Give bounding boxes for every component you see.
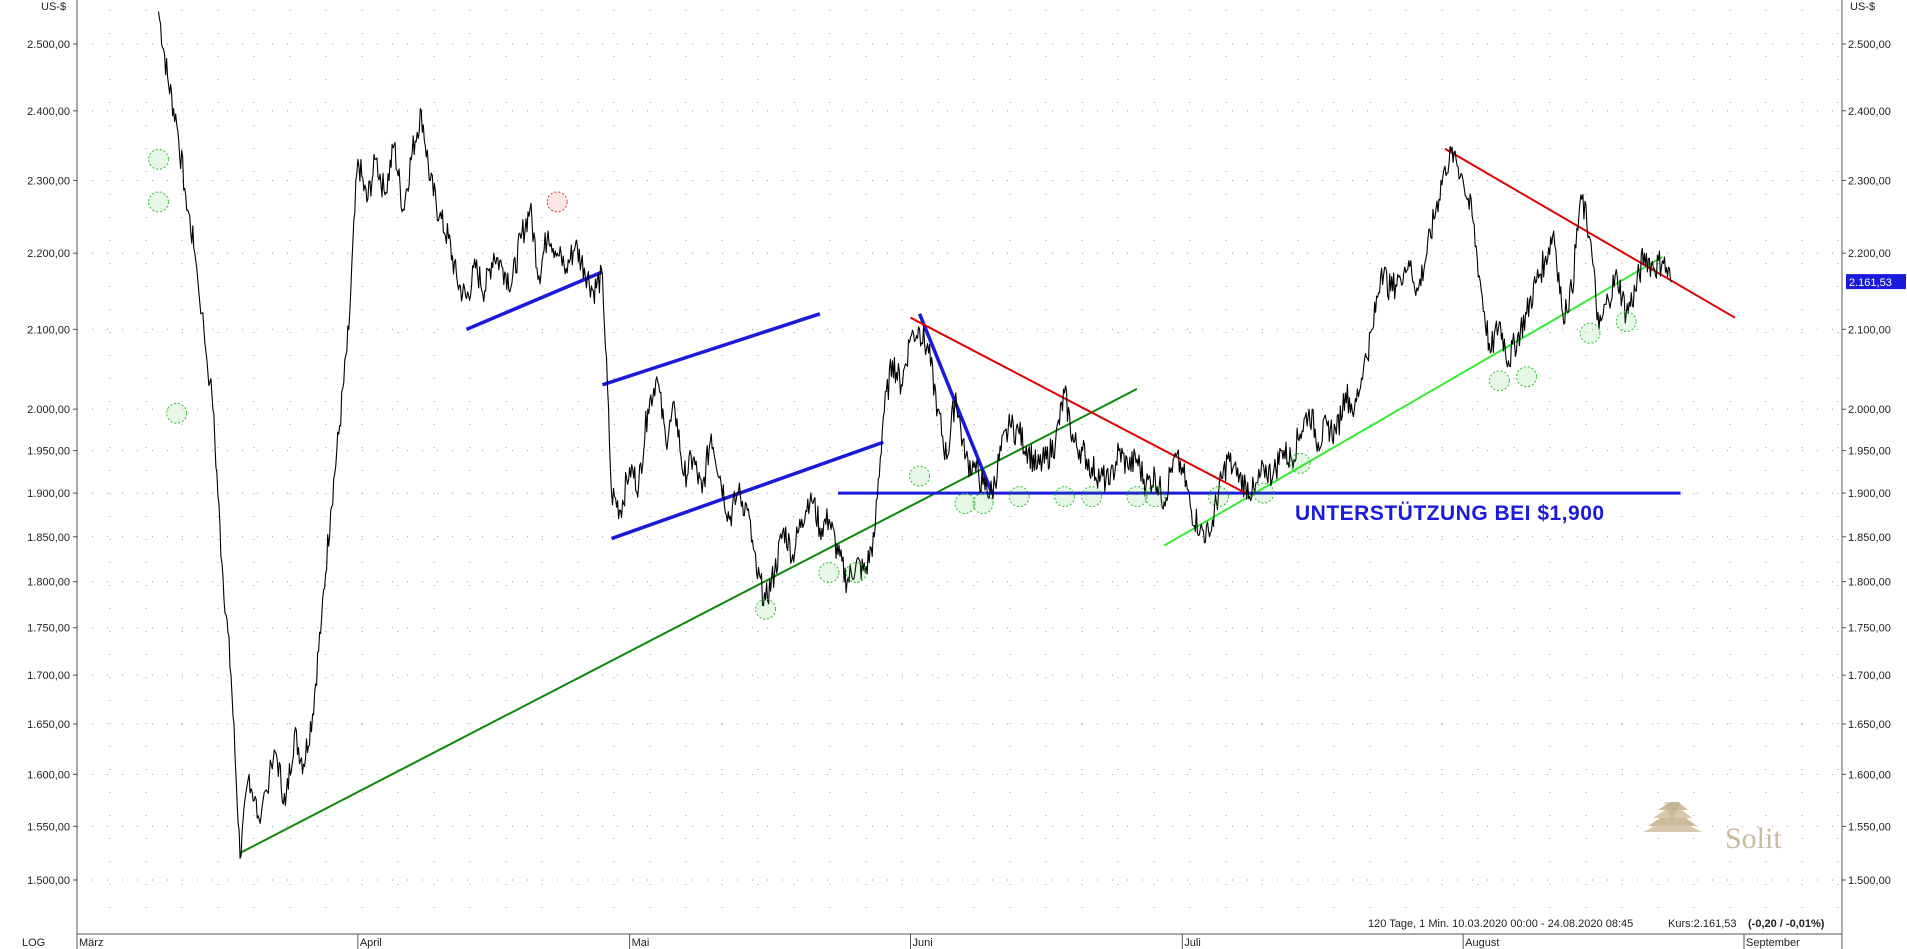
pivot-marker-green	[166, 402, 188, 424]
pivot-marker-green	[1081, 486, 1103, 508]
pivot-marker-green	[1126, 486, 1148, 508]
x-tick-label: Juni	[913, 937, 933, 949]
pivot-marker-green	[1054, 486, 1076, 508]
logo-wordmark: Solit	[1725, 822, 1782, 855]
last-price-tag: 2.161,53	[1846, 274, 1906, 290]
pivot-marker-green	[1289, 452, 1311, 474]
pivot-marker-green	[972, 493, 994, 515]
pivot-marker-green	[1253, 482, 1275, 504]
x-tick-label: März	[79, 937, 103, 949]
pivot-marker-green	[1144, 486, 1166, 508]
y-tick-label: 1.750,00	[1848, 623, 1891, 635]
y-unit-right: US-$	[1850, 1, 1875, 13]
info-change: (-0,20 / -0,01%)	[1748, 918, 1825, 930]
y-tick-label: 2.000,00	[1848, 404, 1891, 416]
y-tick-label: 1.950,00	[27, 446, 70, 458]
y-tick-label: 2.500,00	[27, 39, 70, 51]
y-tick-label: 1.800,00	[27, 577, 70, 589]
y-tick-label: 1.650,00	[27, 719, 70, 731]
pyramid-icon	[1643, 802, 1702, 832]
pivot-marker-green	[1488, 370, 1510, 392]
trendline	[239, 387, 1138, 854]
y-tick-label: 1.850,00	[1848, 532, 1891, 544]
grid	[77, 10, 1842, 930]
pivot-marker-green	[1516, 366, 1538, 388]
y-tick-label: 1.850,00	[27, 532, 70, 544]
y-tick-label: 2.400,00	[27, 106, 70, 118]
info-range: 120 Tage, 1 Min. 10.03.2020 00:00 - 24.0…	[1368, 918, 1633, 930]
trendline	[1444, 147, 1736, 319]
y-tick-label: 2.500,00	[1848, 39, 1891, 51]
pivot-marker-green	[845, 562, 867, 584]
price-series	[157, 11, 1672, 859]
y-tick-label: 2.100,00	[27, 324, 70, 336]
y-tick-label: 1.650,00	[1848, 719, 1891, 731]
y-tick-label: 1.500,00	[1848, 875, 1891, 887]
y-tick-label: 2.000,00	[27, 404, 70, 416]
pivot-marker-green	[1008, 486, 1030, 508]
x-tick-label: August	[1465, 937, 1499, 949]
y-tick-label: 1.900,00	[1848, 488, 1891, 500]
y-ticks-right: 1.500,00 1.550,00 1.600,00 1.650,00 1.700,00…	[1842, 39, 1891, 887]
last-price-tag-bg	[1846, 274, 1906, 290]
trendline	[610, 440, 884, 541]
pivot-marker-red	[546, 191, 568, 213]
x-tick-label: Mai	[632, 937, 650, 949]
pivot-marker-green	[909, 465, 931, 487]
pivot-marker-green	[1208, 486, 1230, 508]
y-tick-label: 1.550,00	[27, 821, 70, 833]
x-ticks: März April Mai Juni Juli August September	[76, 934, 1800, 949]
y-tick-label: 1.600,00	[27, 769, 70, 781]
pivot-marker-green	[818, 562, 840, 584]
y-tick-label: 1.550,00	[1848, 821, 1891, 833]
price-line	[157, 11, 1672, 859]
solit-logo: Solit	[1643, 802, 1782, 855]
pivot-marker-green	[148, 148, 170, 170]
scale-label: LOG	[22, 937, 45, 949]
pivot-marker-green	[1579, 322, 1601, 344]
trendline	[601, 312, 821, 387]
y-tick-label: 2.400,00	[1848, 106, 1891, 118]
pivot-marker-green	[148, 191, 170, 213]
x-tick-label: Juli	[1184, 937, 1201, 949]
y-tick-label: 1.800,00	[1848, 577, 1891, 589]
info-kurs: Kurs:2.161,53	[1668, 918, 1737, 930]
y-unit-left: US-$	[41, 1, 66, 13]
y-tick-label: 2.100,00	[1848, 324, 1891, 336]
support-annotation: UNTERSTÜTZUNG BEI $1,900	[1295, 502, 1605, 525]
pivot-marker-green	[755, 598, 777, 620]
y-tick-label: 1.600,00	[1848, 769, 1891, 781]
pivot-markers	[148, 148, 1637, 620]
y-tick-label: 2.200,00	[1848, 248, 1891, 260]
last-price-value: 2.161,53	[1849, 277, 1892, 289]
y-tick-label: 1.900,00	[27, 488, 70, 500]
x-tick-label: April	[360, 937, 382, 949]
y-tick-label: 2.300,00	[1848, 175, 1891, 187]
y-tick-label: 1.750,00	[27, 623, 70, 635]
y-tick-label: 2.300,00	[27, 175, 70, 187]
y-tick-label: 1.500,00	[27, 875, 70, 887]
trendline	[465, 270, 604, 331]
y-tick-label: 1.700,00	[27, 670, 70, 682]
trendline	[910, 316, 1247, 495]
pivot-marker-green	[954, 493, 976, 515]
y-tick-label: 2.200,00	[27, 248, 70, 260]
y-tick-label: 1.950,00	[1848, 446, 1891, 458]
pivot-marker-green	[1615, 311, 1637, 333]
y-ticks-left: 1.500,00 1.550,00 1.600,00 1.650,00 1.700,00…	[27, 39, 77, 887]
x-tick-label: September	[1746, 937, 1800, 949]
y-tick-label: 1.700,00	[1848, 670, 1891, 682]
trendline	[917, 313, 994, 494]
